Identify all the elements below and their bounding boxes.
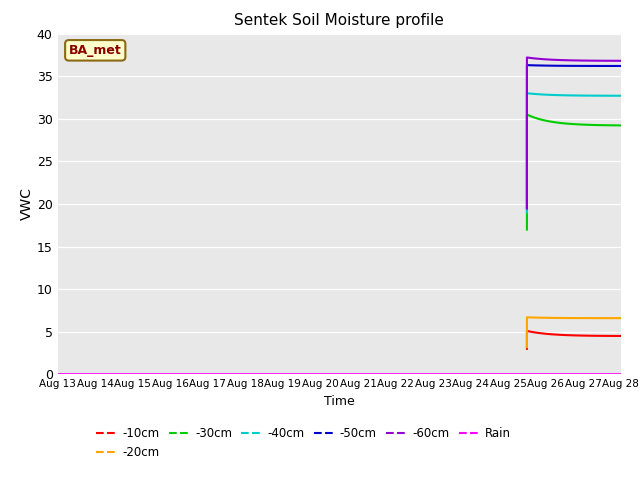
Text: BA_met: BA_met (69, 44, 122, 57)
Y-axis label: VWC: VWC (20, 188, 34, 220)
Legend: -10cm, -20cm, -30cm, -40cm, -50cm, -60cm, Rain: -10cm, -20cm, -30cm, -40cm, -50cm, -60cm… (92, 422, 516, 464)
X-axis label: Time: Time (324, 395, 355, 408)
Title: Sentek Soil Moisture profile: Sentek Soil Moisture profile (234, 13, 444, 28)
